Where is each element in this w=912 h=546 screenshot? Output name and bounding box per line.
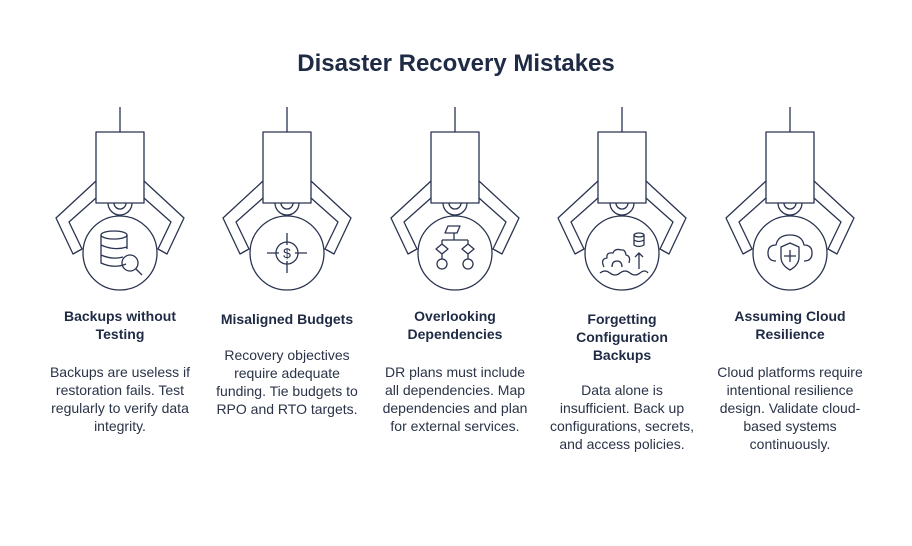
- claw-joint: [107, 202, 133, 216]
- claw-right-arm: [813, 180, 855, 255]
- item-misaligned-budgets: Misaligned Budgets Recovery objectives r…: [212, 310, 362, 418]
- item-body: Data alone is insufficient. Back up conf…: [550, 382, 694, 452]
- claw-4: [557, 107, 687, 291]
- svg-text:$: $: [283, 245, 291, 261]
- claw-right-arm: [478, 180, 520, 255]
- item-heading: Misaligned Budgets: [220, 311, 354, 327]
- claw-joint: [274, 202, 300, 216]
- item-backups-testing: Backups without Testing Backups are usel…: [45, 307, 195, 435]
- claw-orb: [417, 215, 493, 291]
- claw-1: [55, 107, 185, 291]
- gear-database-upload-icon: [599, 232, 649, 276]
- item-heading: Backups without Testing: [63, 308, 176, 342]
- claw-3: [390, 107, 520, 291]
- claw-body: [430, 131, 480, 204]
- item-forgetting-config: Forgetting Configuration Backups Data al…: [547, 310, 697, 453]
- claw-left-arm: [557, 180, 599, 255]
- cloud-shield-icon: [767, 234, 813, 271]
- claw-body: [262, 131, 312, 204]
- claw-2: $: [222, 107, 352, 291]
- page-title: Disaster Recovery Mistakes: [297, 50, 615, 77]
- claw-orb: [82, 215, 158, 291]
- item-body: Cloud platforms require intentional resi…: [717, 364, 863, 452]
- claw-body: [597, 131, 647, 204]
- claw-right-arm: [645, 180, 687, 255]
- item-cloud-resilience: Assuming Cloud Resilience Cloud platform…: [715, 307, 865, 453]
- claw-joint: [609, 202, 635, 216]
- flowchart-icon: [435, 225, 475, 270]
- claw-5: [725, 107, 855, 291]
- item-body: Recovery objectives require adequate fun…: [216, 347, 358, 417]
- claw-left-arm: [222, 180, 264, 255]
- item-body: Backups are useless if restoration fails…: [49, 364, 191, 434]
- claw-left-arm: [55, 180, 97, 255]
- claw-orb: [249, 215, 325, 291]
- claw-orb: [584, 215, 660, 291]
- claw-joint: [777, 202, 803, 216]
- claw-right-arm: [310, 180, 352, 255]
- dollar-target-icon: $: [267, 233, 307, 273]
- item-overlooking-dependencies: Overlooking Dependencies DR plans must i…: [380, 307, 530, 435]
- database-search-icon: [100, 230, 143, 276]
- claw-joint: [442, 202, 468, 216]
- item-body: DR plans must include all dependencies. …: [382, 364, 528, 434]
- item-heading: Assuming Cloud Resilience: [734, 308, 846, 342]
- claw-right-arm: [143, 180, 185, 255]
- claw-left-arm: [390, 180, 432, 255]
- item-heading: Forgetting Configuration Backups: [576, 311, 668, 363]
- item-heading: Overlooking Dependencies: [407, 308, 503, 342]
- claw-body: [765, 131, 815, 204]
- claw-left-arm: [725, 180, 767, 255]
- claw-body: [95, 131, 145, 204]
